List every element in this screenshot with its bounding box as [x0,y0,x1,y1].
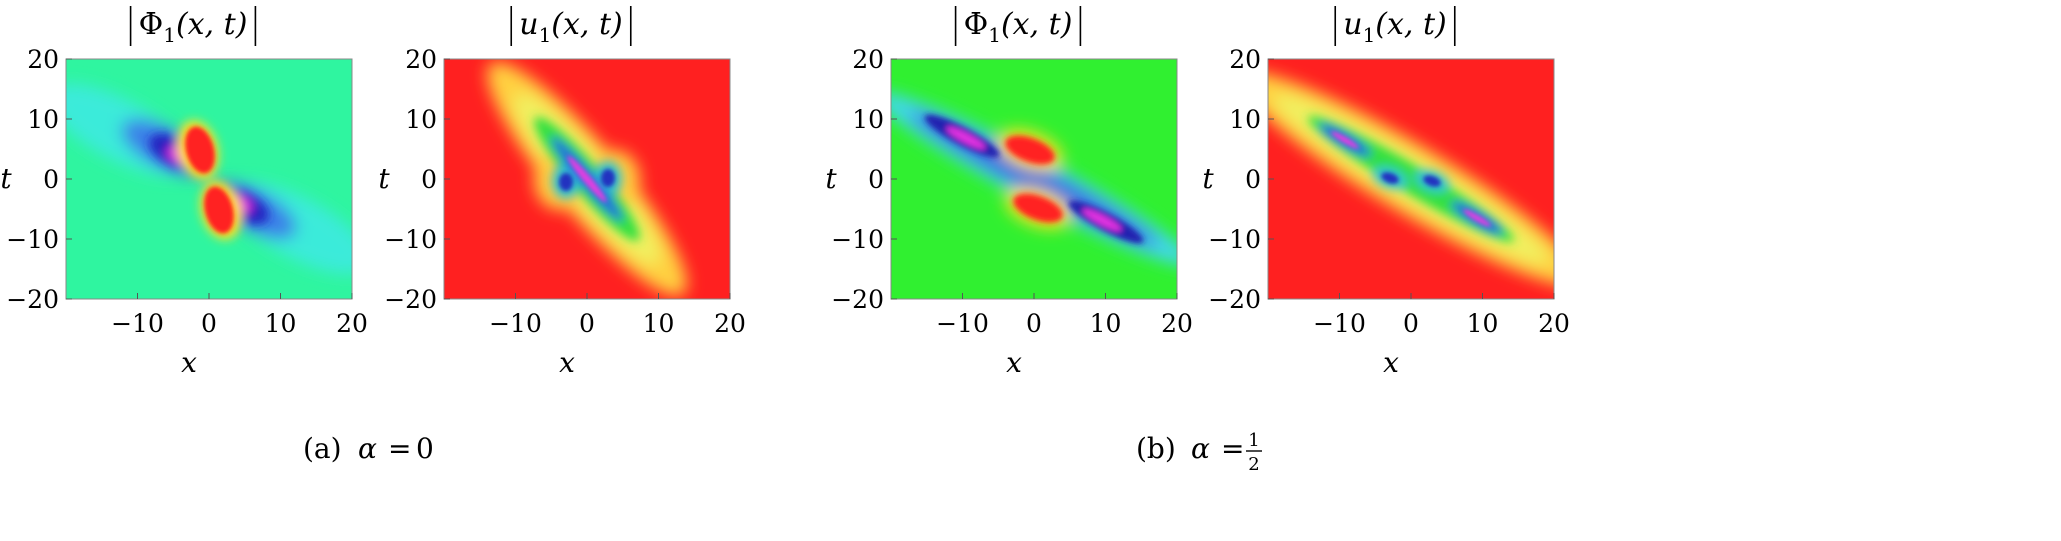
x-tick-label: 20 [714,309,746,338]
x-axis-label: x [559,346,575,379]
x-tick-label: 0 [579,309,595,338]
y-tick-label: 10 [852,105,884,134]
panel-title: Φ1(x, t) [964,7,1073,47]
axes-panel-3: −10 0 10 20 −20 −10 0 10 20 x t u1(x, t) [1202,6,1570,379]
caption-a-equals: = [388,432,411,465]
x-axis-label: x [181,346,197,379]
x-tick-label: −10 [489,309,542,338]
x-tick-label: 10 [1467,309,1499,338]
heatmap-panel-a-u [444,59,730,299]
y-tick-label: −20 [831,285,884,314]
x-tick-label: −10 [1313,309,1366,338]
caption-b: (b) α = 1 2 [1136,430,1262,475]
heatmap-peaks [559,155,615,203]
y-tick-label: −10 [384,225,437,254]
x-tick-label: −10 [936,309,989,338]
axes-panel-2: −10 0 10 20 −20 −10 0 10 20 x t Φ1(x, t) [825,6,1193,379]
caption-a-alpha: α [358,432,377,465]
y-tick-label: 20 [852,45,884,74]
y-axis-label: t [825,162,837,195]
y-axis-label: t [378,162,390,195]
x-axis-label: x [1006,346,1022,379]
caption-b-equals: = [1221,432,1244,465]
x-tick-label: 10 [265,309,297,338]
caption-b-alpha: α [1191,432,1210,465]
y-tick-label: −20 [384,285,437,314]
x-axis-label: x [1383,346,1399,379]
caption-a-value: 0 [416,432,434,465]
axes-panel-0: −10 0 10 20 −20 −10 0 10 20 x t Φ1(x, t) [0,6,368,379]
heatmap-panel-a-phi [66,59,352,299]
heatmap-peaks [1331,131,1491,227]
y-tick-label: 10 [27,105,59,134]
y-tick-label: 10 [1229,105,1261,134]
y-tick-label: −20 [6,285,59,314]
x-tick-label: 20 [336,309,368,338]
heatmap-panel-b-phi [891,59,1177,299]
panel-title: Φ1(x, t) [139,7,248,47]
x-tick-label: −10 [111,309,164,338]
x-tick-label: 20 [1538,309,1570,338]
heatmap-core [924,114,1144,244]
y-tick-label: 0 [43,165,59,194]
x-tick-label: 0 [1026,309,1042,338]
caption-a: (a) α = 0 [303,432,434,465]
x-tick-label: 20 [1161,309,1193,338]
y-tick-label: −20 [1208,285,1261,314]
caption-a-label: (a) [303,432,342,465]
axes-layer: −10 0 10 20 −20 −10 0 10 20 x t Φ1(x, t) −10 0 10 20 −20… [0,6,1570,379]
y-tick-label: −10 [6,225,59,254]
panel-title: u1(x, t) [1343,7,1447,47]
y-axis-label: t [0,162,12,195]
heatmap-panel-b-u [1268,59,1554,299]
x-tick-label: 0 [201,309,217,338]
y-tick-label: 20 [1229,45,1261,74]
y-tick-label: 0 [421,165,437,194]
y-tick-label: 10 [405,105,437,134]
x-tick-label: 10 [643,309,675,338]
y-tick-label: −10 [831,225,884,254]
x-tick-label: 10 [1090,309,1122,338]
caption-b-denominator: 2 [1248,454,1259,475]
x-tick-label: 0 [1403,309,1419,338]
panel-title: u1(x, t) [519,7,623,47]
heatmap-peaks [185,126,234,234]
y-tick-label: 20 [27,45,59,74]
y-tick-label: −10 [1208,225,1261,254]
caption-b-label: (b) [1136,432,1176,465]
axes-panel-1: −10 0 10 20 −20 −10 0 10 20 x t u1(x, t) [378,6,746,379]
y-tick-label: 20 [405,45,437,74]
caption-b-numerator: 1 [1248,430,1259,451]
y-axis-label: t [1202,162,1214,195]
y-tick-label: 0 [868,165,884,194]
y-tick-label: 0 [1245,165,1261,194]
